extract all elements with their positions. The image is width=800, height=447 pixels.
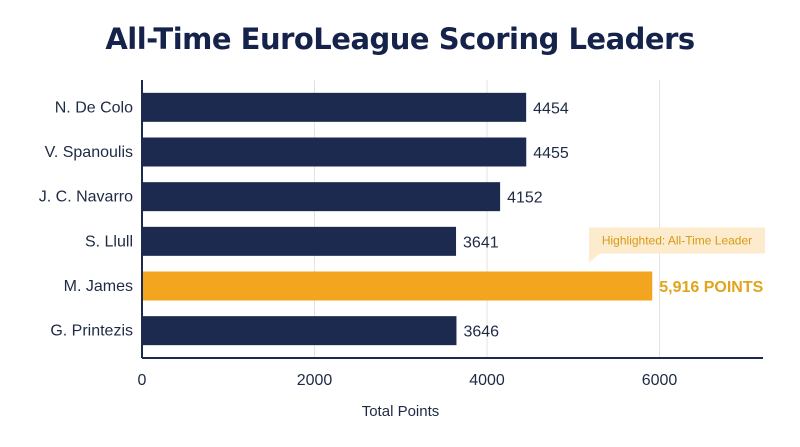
chart-title: All-Time EuroLeague Scoring Leaders — [105, 22, 695, 56]
category-label-3: S. Llull — [85, 233, 133, 250]
bar-4 — [142, 271, 653, 301]
category-label-0: N. De Colo — [55, 99, 133, 116]
bar-1 — [142, 137, 527, 167]
bar-3 — [142, 226, 457, 256]
value-label-5: 3646 — [463, 324, 499, 341]
value-label-4: 5,916 POINTS — [659, 279, 763, 296]
x-tick-label-0: 0 — [138, 372, 147, 389]
category-label-4: M. James — [64, 278, 133, 295]
category-label-1: V. Spanoulis — [45, 144, 133, 161]
category-label-2: J. C. Navarro — [39, 189, 133, 206]
callout-box — [589, 227, 765, 263]
value-label-0: 4454 — [533, 100, 569, 117]
bar-0 — [142, 92, 527, 122]
value-label-2: 4152 — [507, 190, 543, 207]
value-label-3: 3641 — [463, 234, 499, 251]
x-tick-label-3: 6000 — [642, 372, 678, 389]
x-tick-label-1: 2000 — [297, 372, 333, 389]
x-tick-label-2: 4000 — [469, 372, 505, 389]
callout-text: Highlighted: All-Time Leader — [602, 234, 752, 248]
value-label-1: 4455 — [533, 145, 569, 162]
x-axis-title: Total Points — [362, 403, 440, 420]
category-label-5: G. Printezis — [50, 323, 133, 340]
bar-2 — [142, 182, 501, 212]
bar-5 — [142, 316, 457, 346]
